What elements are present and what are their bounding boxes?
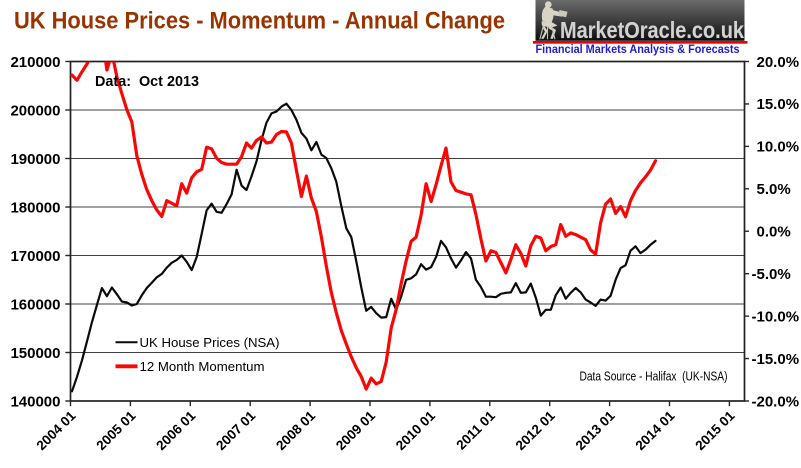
- svg-text:MarketOracle.co.uk: MarketOracle.co.uk: [560, 17, 744, 43]
- svg-text:15.0%: 15.0%: [757, 96, 800, 113]
- svg-text:-15.0%: -15.0%: [752, 351, 800, 368]
- svg-text:180000: 180000: [10, 199, 60, 216]
- svg-text:-10.0%: -10.0%: [752, 308, 800, 325]
- svg-text:200000: 200000: [10, 102, 60, 119]
- svg-text:-5.0%: -5.0%: [752, 266, 791, 283]
- svg-text:UK House Prices (NSA): UK House Prices (NSA): [140, 336, 280, 350]
- svg-text:170000: 170000: [10, 248, 60, 265]
- svg-text:20.0%: 20.0%: [757, 54, 800, 71]
- svg-text:12 Month Momentum: 12 Month Momentum: [140, 360, 265, 374]
- svg-text:210000: 210000: [10, 54, 60, 71]
- svg-text:160000: 160000: [10, 296, 60, 313]
- svg-text:10.0%: 10.0%: [757, 139, 800, 156]
- svg-text:190000: 190000: [10, 151, 60, 168]
- svg-text:Data Source - Halifax (UK-NSA: Data Source - Halifax (UK-NSA): [580, 370, 728, 384]
- svg-text:Data: Oct 2013: Data: Oct 2013: [95, 73, 199, 90]
- svg-text:140000: 140000: [10, 393, 60, 410]
- svg-text:150000: 150000: [10, 345, 60, 362]
- svg-text:UK House Prices - Momentum - A: UK House Prices - Momentum - Annual Chan…: [14, 8, 505, 35]
- svg-text:-20.0%: -20.0%: [752, 393, 800, 410]
- svg-text:0.0%: 0.0%: [757, 224, 791, 241]
- svg-text:Financial Markets Analysis & F: Financial Markets Analysis & Forecasts: [536, 43, 740, 56]
- svg-text:5.0%: 5.0%: [757, 181, 791, 198]
